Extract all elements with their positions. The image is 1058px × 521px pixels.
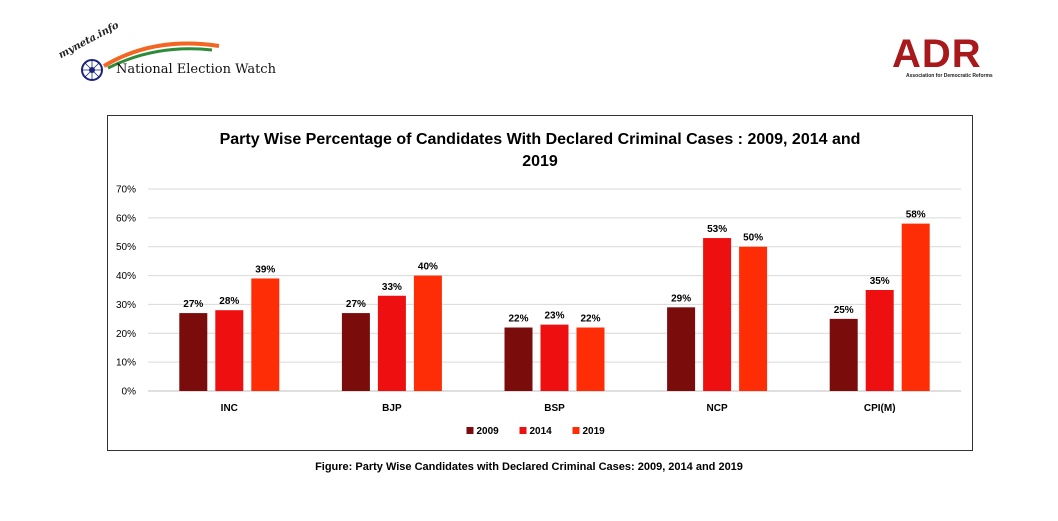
data-label: 25%	[834, 305, 854, 316]
bar-cpim-2009	[829, 318, 858, 391]
figure-caption: Figure: Party Wise Candidates with Decla…	[315, 461, 743, 473]
x-category-label: BSP	[544, 403, 565, 414]
bar-cpim-2019	[901, 223, 930, 391]
bar-bsp-2019	[576, 327, 605, 391]
y-tick-label: 50%	[116, 242, 136, 253]
data-label: 27%	[183, 299, 203, 310]
legend-label: 2009	[477, 426, 500, 437]
chart-title: Party Wise Percentage of Candidates With…	[108, 129, 972, 173]
bar-ncp-2014	[703, 238, 732, 391]
adr-logo-subtitle: Association for Democratic Reforms	[906, 73, 993, 79]
data-label: 28%	[219, 296, 239, 307]
data-label: 27%	[346, 299, 366, 310]
legend-swatch-2019	[572, 427, 580, 434]
data-label: 58%	[906, 210, 926, 221]
bar-inc-2009	[179, 313, 208, 391]
data-label: 22%	[508, 314, 528, 325]
y-tick-label: 40%	[116, 271, 136, 282]
bar-bsp-2014	[540, 324, 569, 391]
x-category-label: CPI(M)	[864, 403, 896, 414]
bar-ncp-2019	[739, 246, 768, 391]
adr-logo: ADR Association for Democratic Reforms	[892, 34, 1027, 84]
bar-chart: 0% 10% 20% 30% 40% 50% 60% 70% 27% 28% 39% INC 27% 33…	[116, 185, 961, 437]
national-election-watch-logo: myneta.info National Election Watch	[54, 20, 284, 85]
bar-bsp-2009	[504, 327, 533, 391]
legend-label: 2014	[530, 426, 553, 437]
y-tick-label: 0%	[122, 387, 137, 398]
data-label: 33%	[382, 282, 402, 293]
bar-bjp-2014	[377, 295, 406, 391]
data-label: 53%	[707, 224, 727, 235]
swoosh-icon	[102, 41, 220, 70]
ashoka-wheel-icon	[81, 59, 103, 81]
y-tick-label: 60%	[116, 213, 136, 224]
y-tick-label: 10%	[116, 358, 136, 369]
x-category-label: NCP	[707, 403, 728, 414]
bar-bjp-2019	[413, 275, 442, 391]
data-label: 22%	[580, 314, 600, 325]
data-label: 40%	[418, 262, 438, 273]
y-tick-label: 30%	[116, 300, 136, 311]
bar-inc-2019	[251, 278, 280, 391]
adr-logo-letters: ADR	[892, 32, 982, 76]
x-category-label: INC	[221, 403, 238, 414]
y-tick-label: 70%	[116, 185, 136, 196]
chart-title-text: Party Wise Percentage of Candidates With…	[219, 131, 861, 170]
bar-cpim-2014	[865, 290, 894, 391]
data-label: 39%	[255, 264, 275, 275]
x-category-label: BJP	[382, 403, 402, 414]
data-label: 29%	[671, 293, 691, 304]
legend-swatch-2009	[466, 427, 474, 434]
legend-swatch-2014	[519, 427, 527, 434]
bar-ncp-2009	[667, 307, 696, 391]
data-label: 35%	[870, 276, 890, 287]
bar-inc-2014	[215, 310, 244, 391]
bar-bjp-2009	[341, 313, 370, 391]
data-label: 23%	[544, 311, 564, 322]
legend-label: 2019	[583, 426, 606, 437]
y-tick-label: 20%	[116, 329, 136, 340]
chart-frame: Party Wise Percentage of Candidates With…	[107, 115, 973, 451]
data-label: 50%	[743, 233, 763, 244]
national-election-watch-text: National Election Watch	[116, 62, 276, 77]
